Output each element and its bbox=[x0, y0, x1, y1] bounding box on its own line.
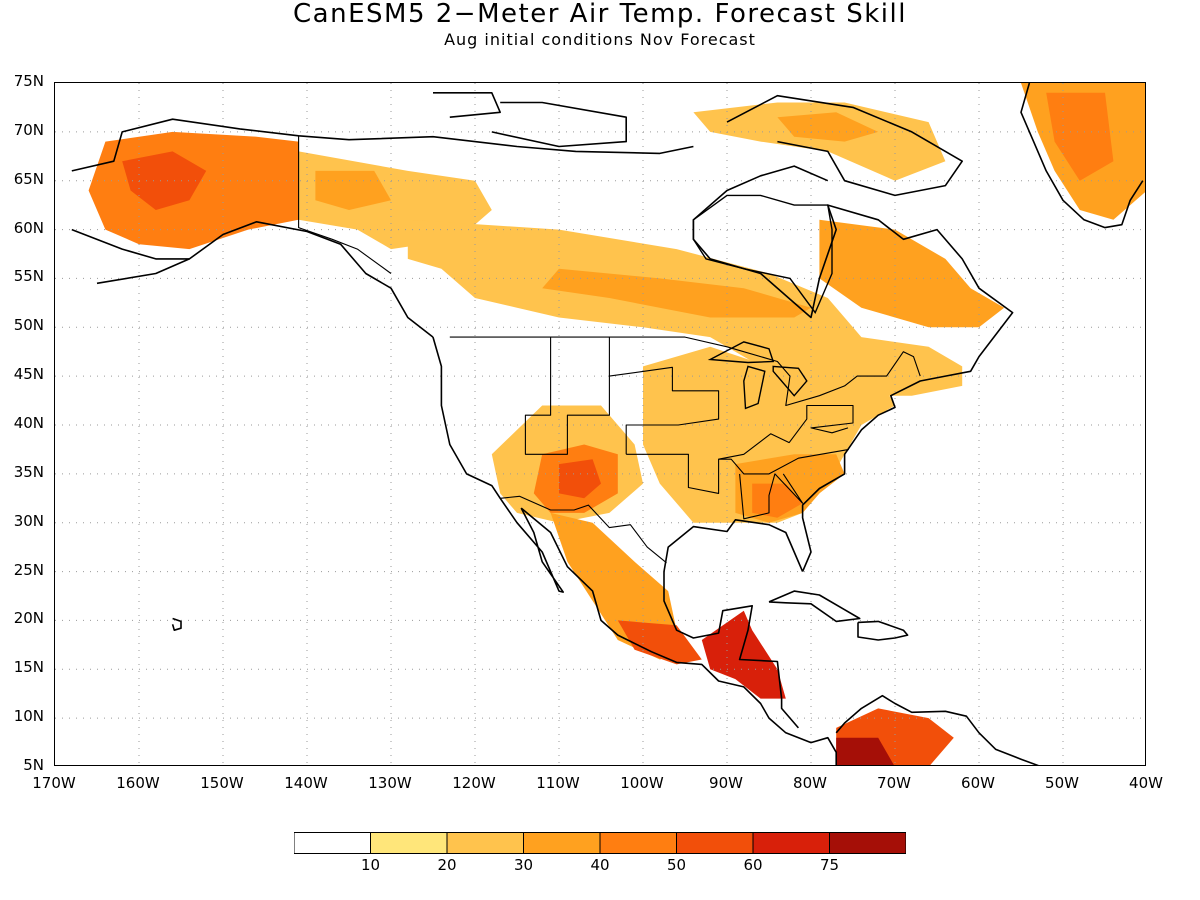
border-us-canada bbox=[449, 336, 921, 407]
border-alaska-canada bbox=[298, 135, 392, 274]
lon-tick-label: 80W bbox=[793, 774, 827, 792]
coastline-pacific-coast bbox=[432, 336, 565, 593]
lon-tick-label: 50W bbox=[1045, 774, 1079, 792]
colorbar-swatch bbox=[676, 832, 754, 854]
lat-tick-label: 60N bbox=[13, 218, 44, 237]
lat-tick-label: 55N bbox=[13, 267, 44, 286]
skill-region-south-america-core bbox=[836, 737, 894, 765]
lon-tick-label: 90W bbox=[709, 774, 743, 792]
coastline-aleutian-arc bbox=[96, 258, 190, 285]
lake-superior bbox=[707, 341, 775, 364]
skill-region-central-america bbox=[701, 610, 786, 699]
colorbar-swatch bbox=[294, 832, 371, 854]
lat-tick-label: 70N bbox=[13, 120, 44, 139]
forecast-skill-map bbox=[54, 82, 1146, 766]
lon-tick-label: 130W bbox=[368, 774, 412, 792]
colorbar-label: 60 bbox=[743, 856, 763, 874]
skill-region-alaska-core bbox=[122, 151, 207, 210]
coastline-victoria bbox=[491, 101, 628, 148]
colorbar-label: 40 bbox=[590, 856, 610, 874]
lat-tick-label: 5N bbox=[23, 756, 44, 774]
lat-tick-label: 20N bbox=[13, 609, 44, 628]
colorbar-swatch bbox=[599, 832, 677, 854]
coastline-baffin bbox=[726, 94, 964, 197]
border-state-lines-central bbox=[626, 448, 849, 494]
skill-region-mexico bbox=[550, 512, 694, 660]
skill-region-southeast-core bbox=[752, 483, 803, 518]
lake-huron bbox=[772, 365, 808, 397]
border-state-lines-east bbox=[718, 404, 854, 460]
skill-region-southwest-peak bbox=[559, 459, 601, 499]
lon-tick-label: 40W bbox=[1129, 774, 1163, 792]
colorbar-label: 30 bbox=[513, 856, 534, 874]
lon-tick-label: 120W bbox=[452, 774, 496, 792]
skill-region-quebec-labrador bbox=[819, 219, 1005, 328]
border-state-lines-plains bbox=[609, 366, 720, 455]
lat-tick-label: 65N bbox=[13, 169, 44, 188]
coastline-hispaniola bbox=[857, 620, 909, 641]
coastline-mexico-west-coast bbox=[520, 507, 838, 765]
lon-tick-label: 60W bbox=[961, 774, 995, 792]
skill-region-southeast-us bbox=[735, 454, 845, 523]
skill-region-greenland-core bbox=[1046, 92, 1114, 181]
coastline-alaska-south-coast bbox=[71, 221, 434, 338]
coastline-greenland-coast bbox=[1020, 83, 1144, 229]
colorbar-label: 50 bbox=[666, 856, 687, 874]
skill-region-arctic-core bbox=[777, 112, 879, 142]
colorbar-swatch bbox=[370, 832, 448, 854]
colorbar-label: 20 bbox=[437, 856, 457, 874]
lat-tick-label: 45N bbox=[13, 365, 44, 384]
map-title: CanESM5 2−Meter Air Temp. Forecast Skill bbox=[293, 0, 907, 29]
coastline-banks bbox=[433, 92, 502, 118]
lon-tick-label: 160W bbox=[116, 774, 160, 792]
lat-tick-label: 30N bbox=[13, 511, 44, 530]
lon-tick-label: 100W bbox=[620, 774, 664, 792]
skill-region-arctic-islands bbox=[693, 102, 946, 181]
lat-tick-label: 35N bbox=[13, 462, 44, 481]
hudson-bay-outline bbox=[692, 194, 833, 314]
colorbar bbox=[294, 832, 906, 854]
border-state-lines-south bbox=[739, 473, 804, 520]
map-canvas bbox=[55, 83, 1145, 765]
lat-tick-label: 40N bbox=[13, 414, 44, 432]
skill-region-canada-core bbox=[542, 268, 811, 318]
map-subtitle: Aug initial conditions Nov Forecast bbox=[444, 30, 756, 49]
border-state-lines-west bbox=[524, 337, 610, 455]
lat-tick-label: 50N bbox=[13, 316, 44, 335]
lon-tick-label: 110W bbox=[536, 774, 580, 792]
colorbar-label: 10 bbox=[360, 856, 381, 874]
coastline-hawaii bbox=[171, 617, 182, 632]
colorbar-swatch bbox=[446, 832, 524, 854]
coastline-south-america-coast bbox=[835, 694, 1039, 765]
lon-tick-label: 150W bbox=[200, 774, 244, 792]
coastline-atlantic-coast bbox=[692, 165, 1014, 572]
lat-tick-label: 15N bbox=[13, 658, 44, 677]
lon-tick-label: 70W bbox=[877, 774, 911, 792]
lat-tick-label: 10N bbox=[13, 707, 44, 726]
border-us-mexico bbox=[500, 495, 667, 564]
lat-tick-label: 25N bbox=[13, 560, 44, 579]
lon-tick-label: 170W bbox=[32, 774, 76, 792]
colorbar-label: 75 bbox=[819, 856, 840, 874]
lake-michigan bbox=[743, 365, 766, 410]
colorbar-swatch bbox=[752, 832, 830, 854]
lon-tick-label: 140W bbox=[284, 774, 328, 792]
skill-region-yukon-core bbox=[315, 170, 391, 210]
colorbar-swatch bbox=[829, 832, 906, 854]
coastline-gulf-coast bbox=[663, 518, 804, 729]
lat-tick-label: 75N bbox=[13, 72, 44, 90]
coastline-alaska-coast bbox=[71, 118, 694, 172]
colorbar-swatch bbox=[523, 832, 601, 854]
coastline-cuba bbox=[768, 590, 861, 623]
